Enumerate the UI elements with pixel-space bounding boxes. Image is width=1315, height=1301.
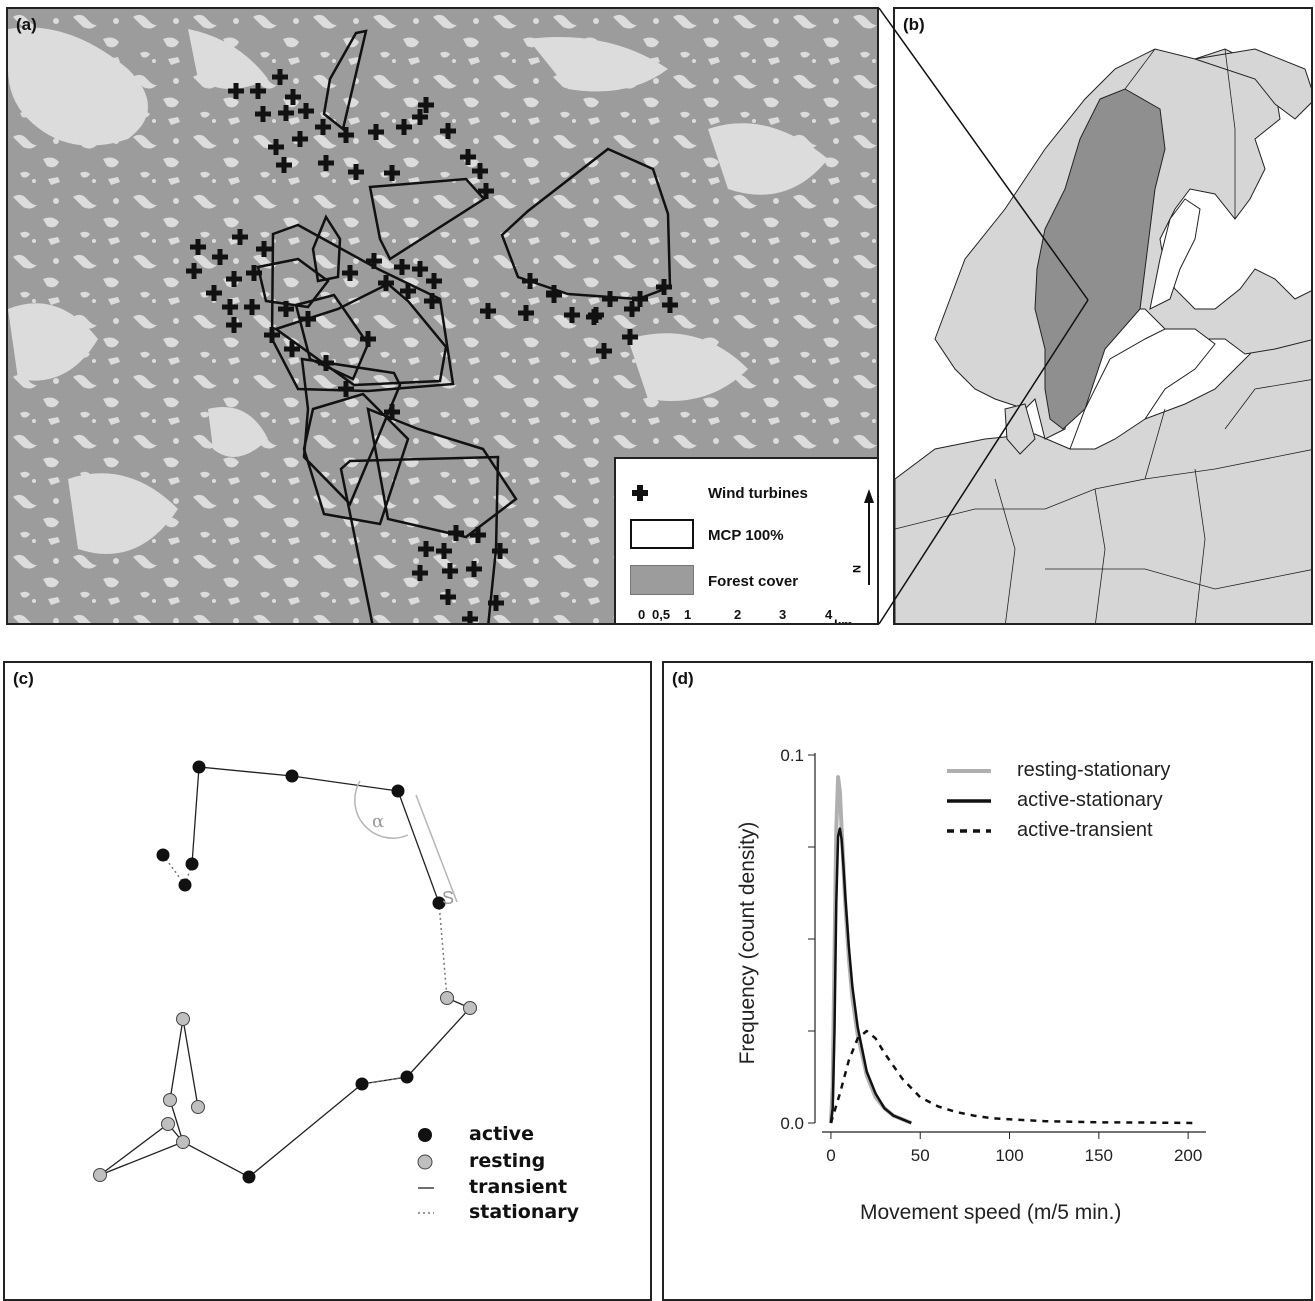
- series-line-resting-stationary: [831, 777, 911, 1123]
- legend-label-active-transient: active-transient: [1017, 819, 1153, 842]
- x-tick-label: 100: [995, 1146, 1023, 1165]
- resting-point: [94, 1169, 107, 1182]
- resting-point: [441, 992, 454, 1005]
- north-arrow-head-icon: [864, 489, 874, 503]
- legend-label-stationary: stationary: [469, 1201, 579, 1223]
- x-tick-label: 50: [911, 1146, 930, 1165]
- angle-label: α: [372, 811, 384, 832]
- active-point: [243, 1171, 256, 1184]
- legend-label-forest-cover: Forest cover: [708, 573, 798, 590]
- scale-tick-2: 2: [734, 607, 741, 622]
- transient-segments: [100, 767, 470, 1177]
- scale-tick-3: 3: [779, 607, 786, 622]
- resting-point: [192, 1101, 205, 1114]
- scale-bar: [642, 623, 832, 625]
- legend-active-marker: [418, 1128, 432, 1142]
- active-point: [157, 849, 170, 862]
- step-length-indicator: [416, 795, 457, 902]
- panel-label: (d): [672, 669, 694, 689]
- resting-point: [177, 1013, 190, 1026]
- x-axis-title: Movement speed (m/5 min.): [860, 1201, 1121, 1225]
- y-axis-title: Frequency (count density): [736, 813, 760, 1073]
- y-tick-label: 0.0: [780, 1114, 804, 1133]
- scale-tick-1: 1: [684, 607, 691, 622]
- resting-point: [162, 1118, 175, 1131]
- panel-label: (c): [13, 669, 34, 689]
- scale-tick-05: 0,5: [652, 607, 670, 622]
- scale-tick-4: 4: [825, 607, 832, 622]
- x-tick-label: 150: [1085, 1146, 1113, 1165]
- legend-label-resting: resting: [469, 1150, 545, 1172]
- north-arrow-icon: [868, 493, 870, 585]
- active-point: [286, 770, 299, 783]
- panel-label: (b): [903, 15, 925, 35]
- resting-point: [164, 1094, 177, 1107]
- map-legend: Wind turbines MCP 100% Forest cover N 0 …: [614, 457, 879, 625]
- x-tick-label: 200: [1174, 1146, 1202, 1165]
- legend-label-resting-stationary: resting-stationary: [1017, 759, 1170, 782]
- north-label: N: [850, 565, 862, 573]
- panel-a-study-area-map: (a) Wind turbines MCP 100% Forest cover …: [6, 7, 879, 625]
- legend-label-mcp: MCP 100%: [708, 527, 784, 544]
- resting-point: [464, 1002, 477, 1015]
- scale-tick-0: 0: [638, 607, 645, 622]
- relocation-points: [94, 761, 477, 1184]
- forest-cover-swatch: [630, 565, 694, 595]
- panel-label: (a): [16, 15, 37, 35]
- resting-point: [177, 1136, 190, 1149]
- legend-label-active-stationary: active-stationary: [1017, 789, 1163, 812]
- active-point: [392, 785, 405, 798]
- mcp-outline-swatch: [630, 519, 694, 549]
- legend-resting-marker: [418, 1155, 432, 1169]
- panel-b-locator-map: (b): [893, 7, 1313, 625]
- x-tick-label: 0: [826, 1146, 835, 1165]
- step-label: S: [442, 888, 454, 909]
- scandinavia-locator-map: [895, 9, 1313, 625]
- legend-label-wind-turbines: Wind turbines: [708, 485, 808, 502]
- series-line-active-stationary: [831, 829, 911, 1123]
- active-point: [179, 879, 192, 892]
- legend-label-active: active: [469, 1123, 534, 1145]
- cross-icon: [632, 485, 648, 501]
- panel-c-movement-path-schematic: (c) α S active resting transient station…: [3, 661, 652, 1301]
- active-point: [356, 1078, 369, 1091]
- active-point: [193, 761, 206, 774]
- stationary-segments: [163, 855, 447, 1084]
- panel-d-speed-distribution-chart: 0 50 100 150 200 0.0 0.1 (d) resting-stationar…: [662, 661, 1313, 1301]
- y-tick-label: 0.1: [780, 746, 804, 765]
- legend-label-transient: transient: [469, 1176, 567, 1198]
- scale-unit: km: [834, 617, 853, 625]
- active-point: [401, 1071, 414, 1084]
- active-point: [186, 858, 199, 871]
